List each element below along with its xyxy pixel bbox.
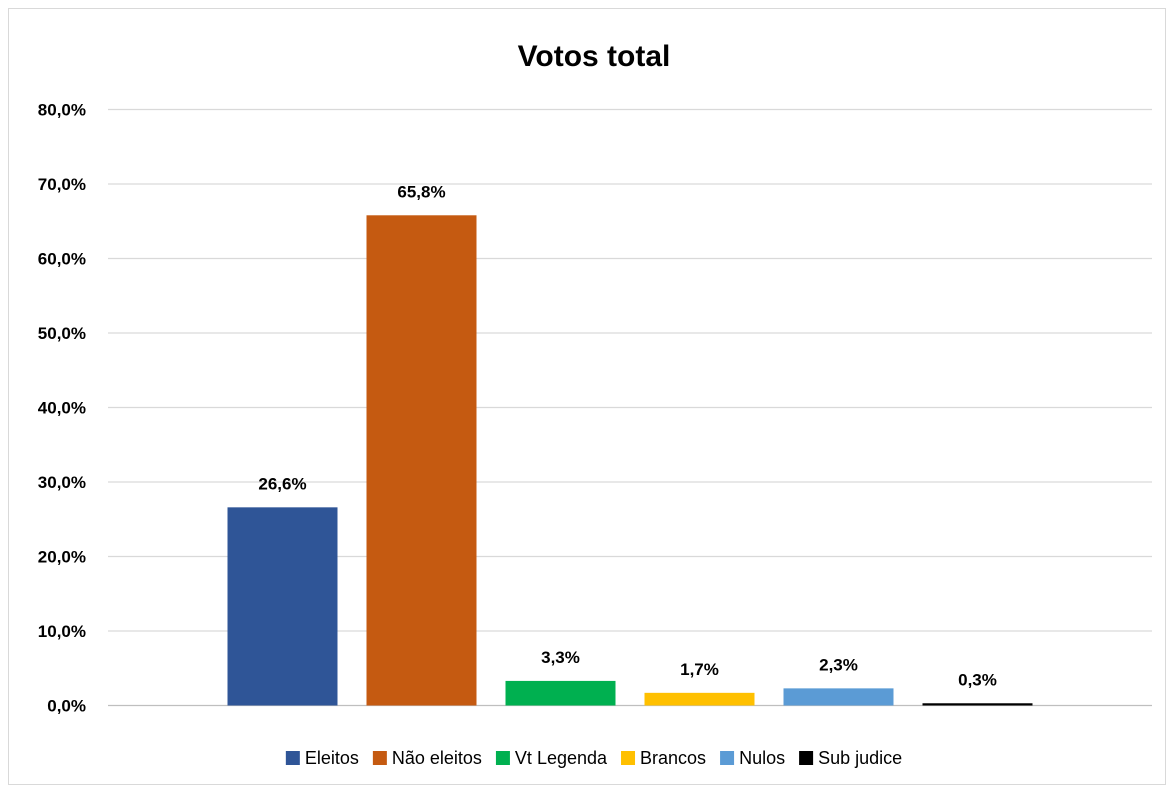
legend: Eleitos Não eleitos Vt Legenda Brancos Nulos…: [285, 748, 902, 768]
legend-swatch: [621, 751, 636, 765]
bar-vt-legenda: [505, 680, 616, 706]
y-tick-label: 50,0%: [38, 324, 86, 343]
y-tick-label: 70,0%: [38, 175, 86, 194]
legend-item: Nulos: [720, 748, 785, 768]
y-tick-label: 30,0%: [38, 473, 86, 492]
y-tick-label: 20,0%: [38, 548, 86, 567]
bars: [227, 215, 1033, 706]
data-labels: 26,6% 65,8% 3,3% 1,7% 2,3% 0,3%: [258, 182, 996, 689]
bar-nulos: [783, 688, 894, 706]
y-tick-label: 40,0%: [38, 399, 86, 418]
y-axis-ticks: 0,0% 10,0% 20,0% 30,0% 40,0% 50,0% 60,0% 70,0% 8…: [38, 101, 86, 716]
y-tick-label: 10,0%: [38, 622, 86, 641]
legend-label: Sub judice: [818, 748, 902, 768]
legend-item: Não eleitos: [372, 748, 482, 768]
legend-swatch: [372, 751, 387, 765]
legend-label: Eleitos: [305, 748, 359, 768]
bar-n-o-eleitos: [366, 215, 477, 706]
legend-swatch: [799, 751, 814, 765]
data-label: 0,3%: [958, 670, 997, 689]
bar-eleitos: [227, 507, 338, 706]
legend-item: Eleitos: [285, 748, 359, 768]
data-label: 26,6%: [258, 474, 306, 493]
legend-swatch: [495, 751, 510, 765]
data-label: 2,3%: [819, 655, 858, 674]
legend-label: Brancos: [640, 748, 706, 768]
legend-item: Brancos: [621, 748, 706, 768]
chart-frame: [8, 8, 1166, 785]
legend-item: Sub judice: [799, 748, 902, 768]
data-label: 1,7%: [680, 660, 719, 679]
bar-sub-judice: [922, 703, 1033, 706]
y-tick-label: 0,0%: [47, 697, 86, 716]
legend-label: Não eleitos: [392, 748, 482, 768]
data-label: 65,8%: [397, 182, 445, 201]
chart-title: Votos total: [518, 40, 671, 73]
bar-brancos: [644, 692, 755, 706]
y-tick-label: 60,0%: [38, 250, 86, 269]
legend-swatch: [285, 751, 300, 765]
legend-label: Vt Legenda: [515, 748, 608, 768]
y-tick-label: 80,0%: [38, 101, 86, 120]
legend-swatch: [720, 751, 735, 765]
legend-label: Nulos: [739, 748, 785, 768]
legend-item: Vt Legenda: [495, 748, 608, 768]
data-label: 3,3%: [541, 648, 580, 667]
